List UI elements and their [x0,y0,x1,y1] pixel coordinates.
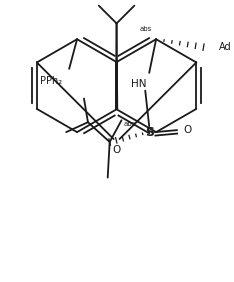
Text: Ad: Ad [219,42,232,52]
Text: S: S [145,125,154,139]
Text: O: O [113,145,121,155]
Text: abs: abs [140,26,152,32]
Text: O: O [184,125,192,135]
Text: HN: HN [131,79,146,89]
Text: abs: abs [123,121,135,127]
Text: PPh₂: PPh₂ [40,76,62,86]
